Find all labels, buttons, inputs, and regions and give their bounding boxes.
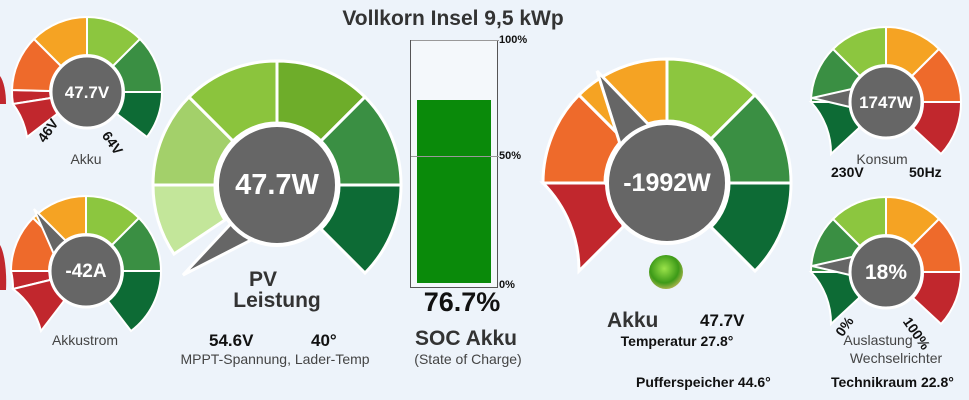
gauge-band-red-lower [10,278,66,334]
gauge-band-light-green [665,57,758,142]
akku-max-label: 64V [98,128,127,158]
page-title: Vollkorn Insel 9,5 kWp [342,7,564,30]
gauge-band-red [911,271,963,326]
gauge-band-red [10,88,53,106]
gauge-band-mid-green [809,47,862,103]
gauge-band-orange [576,57,669,142]
konsum-value: 1747W [859,93,913,112]
gauge-band-orange-red [910,47,963,103]
status-led [649,255,683,289]
akku-min-label: 46V [34,115,62,146]
gauge-band-orange-red [910,217,963,273]
auslastung-label-line2: Wechselrichter [849,350,943,366]
offscreen-gauge-edge [0,76,7,104]
soc-tick-line-100 [411,40,499,41]
akkustrom-value: -42A [65,261,107,282]
pv-band-pale [151,180,228,257]
pv-band-mid-green [318,94,403,187]
pv-value: 47.7W [235,169,319,201]
gauge-pointer [811,86,858,110]
gauge-pointer [811,254,858,278]
pv-label-line1: PV [248,268,278,291]
akku-temperature: Temperatur 27.8° [620,333,734,349]
gauge-pointer [595,69,652,150]
pv-label-line2: Leistung [233,289,321,312]
soc-bar-frame [410,40,498,288]
gauge-pointer [33,208,72,261]
gauge-band-orange [885,25,941,78]
gauge-band-dark-green [808,271,861,327]
konsum-voltage: 230V [831,164,864,180]
gauge-band-orange-red [541,92,626,185]
gauge-band-mid-green [708,92,793,185]
gauge-band-dark-green [106,270,163,333]
akku-big-voltage: 47.7V [700,311,745,330]
konsum-frequency: 50Hz [909,164,942,180]
soc-value: 76.7% [423,287,501,317]
pv-band-dark-green [318,183,403,276]
gauge-band-dark-green [115,91,164,139]
soc-bar-fill [417,100,491,283]
soc-tick-100: 100% [499,34,528,46]
pv-sub-label: MPPT-Spannung, Lader-Temp [180,351,370,367]
soc-sub-label: (State of Charge) [414,351,522,367]
gauge-band-orange [31,194,87,247]
pv-band-light [151,94,236,187]
gauge-band-red [911,101,963,156]
offscreen-gauge-edge-2 [0,245,7,290]
akku-small-label: Akku [70,151,102,167]
gauge-band-orange [32,15,88,68]
charger-temp-value: 40° [311,331,337,350]
gauge-band-mid-green [110,216,163,272]
akku-power-value: -1992W [623,169,711,197]
akku-big-label: Akku [607,309,659,332]
gauge-band-light-green [85,194,141,247]
gauge-band-light-green [831,195,887,248]
akkustrom-label: Akkustrom [51,332,119,348]
soc-label: SOC Akku [415,327,517,350]
pv-band-green1 [186,59,279,144]
gauge-band-light-green [86,15,142,68]
soc-tick-line-50 [411,156,499,157]
soc-tick-50: 50% [499,150,522,162]
gauge-band-mid-green [809,217,862,273]
gauge-band-dark-green [708,181,793,274]
pv-band-green2 [275,59,368,144]
gauge-pointer [181,212,260,277]
gauge-band-dark-green [808,101,861,157]
mppt-voltage-value: 54.6V [209,331,254,350]
technikraum-temp: Technikraum 22.8° [831,374,954,390]
gauge-band-light-green [831,25,887,78]
gauge-band-red [9,270,52,291]
gauge-band-red [539,181,625,275]
gauge-band-orange-red [10,37,63,93]
konsum-label: Konsum [856,151,908,167]
auslastung-value: 18% [864,261,908,284]
gauge-band-orange [885,195,941,248]
gauge-band-mid-green [111,37,164,93]
pufferspeicher-temp: Pufferspeicher 44.6° [636,374,771,390]
akku-voltage-value: 47.7V [64,83,110,102]
soc-tick-0: 0% [499,279,515,291]
gauge-band-orange-red [9,216,62,272]
auslastung-label-line1: Auslastung [843,332,913,348]
